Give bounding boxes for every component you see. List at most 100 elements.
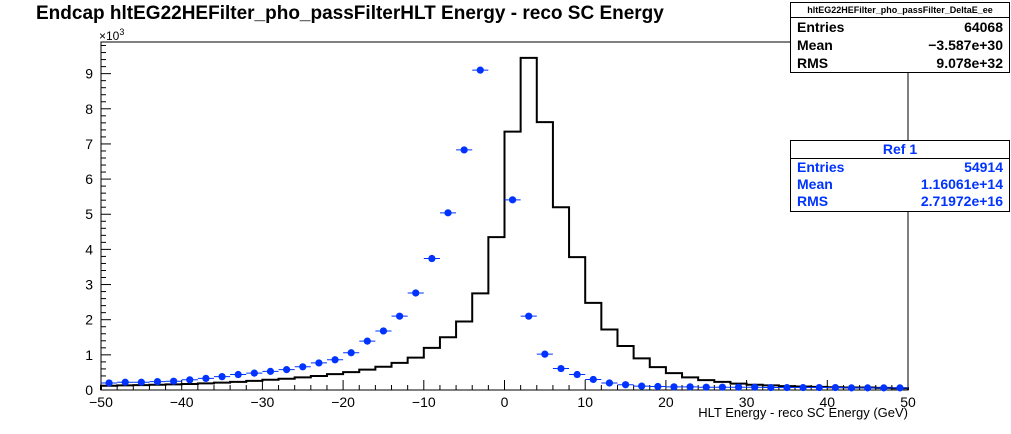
ref-point-marker (266, 367, 275, 375)
ref-point-marker (379, 327, 388, 335)
ref-point-marker (670, 383, 678, 391)
ref-point (165, 377, 182, 385)
stats-box-main-name: hltEG22HEFilter_pho_passFilter_DeltaE_ee (791, 3, 1009, 18)
stats-main-mean-label: Mean (797, 37, 833, 53)
ref-point-marker (153, 377, 162, 386)
ref-point (585, 375, 602, 384)
ref-point (682, 383, 699, 391)
ref-point (310, 359, 327, 367)
ref-point (811, 383, 828, 392)
ref-point (375, 327, 392, 335)
ref-point (262, 367, 279, 375)
blue-marker-histogram (101, 66, 908, 392)
ref-point-marker (654, 382, 662, 391)
ref-point (843, 384, 860, 392)
ref-point (827, 383, 844, 392)
y-tick-label: 3 (85, 277, 93, 293)
ref-point-marker (299, 363, 307, 371)
ref-point-marker (250, 369, 258, 377)
stats-box-ref-name: Ref 1 (791, 141, 1009, 159)
stats-main-mean-row: Mean −3.587e+30 (791, 36, 1009, 54)
stats-main-entries-row: Entries 64068 (791, 18, 1009, 36)
y-tick-label: 7 (85, 136, 93, 152)
ref-point (569, 370, 586, 379)
x-tick-label: −40 (170, 394, 194, 410)
ref-point (665, 383, 683, 391)
ref-point-marker (476, 66, 484, 74)
ref-point-marker (170, 377, 178, 385)
ref-point (552, 364, 570, 373)
ref-point-marker (218, 373, 226, 381)
stats-ref-mean-value: 1.16061e+14 (920, 176, 1003, 192)
ref-point (875, 384, 892, 392)
stats-main-mean-value: −3.587e+30 (928, 37, 1003, 53)
ref-point (391, 312, 408, 320)
stats-ref-entries-row: Entries 54914 (791, 159, 1009, 176)
stats-ref-rms-row: RMS 2.71972e+16 (791, 193, 1009, 210)
ref-point (213, 373, 231, 381)
stats-ref-entries-value: 54914 (964, 159, 1003, 175)
ref-point-marker (525, 312, 533, 320)
ref-point (536, 350, 553, 358)
x-tick-label: 20 (658, 394, 674, 410)
ref-point-marker (412, 289, 420, 297)
ref-point (746, 383, 763, 391)
ref-point (246, 369, 263, 377)
ref-point (795, 383, 812, 392)
ref-point-marker (428, 254, 436, 263)
ref-point-marker (783, 383, 791, 392)
stats-main-entries-value: 64068 (964, 19, 1003, 35)
ref-point (439, 209, 457, 217)
x-tick-label: −50 (89, 394, 113, 410)
ref-point (520, 312, 537, 320)
ref-point (617, 381, 634, 389)
stats-ref-entries-label: Entries (797, 159, 845, 175)
stats-ref-rms-value: 2.71972e+16 (920, 193, 1003, 209)
ref-point (278, 366, 295, 374)
ref-point-marker (589, 375, 597, 384)
y-tick-label: 5 (85, 206, 93, 222)
ref-point (456, 146, 473, 154)
ref-point-marker (121, 378, 129, 386)
ref-point (294, 363, 311, 371)
chart-title: Endcap hltEG22HEFilter_pho_passFilterHLT… (36, 3, 664, 24)
ref-point-marker (702, 383, 710, 391)
ref-point (778, 383, 796, 392)
y-tick-label: 4 (85, 241, 93, 257)
ref-point-marker (363, 337, 371, 345)
ref-point-marker (186, 376, 194, 384)
y-tick-label: 9 (85, 66, 93, 82)
ref-point (504, 196, 521, 204)
ref-point-marker (508, 196, 517, 204)
x-tick-label: 40 (820, 394, 836, 410)
stats-main-entries-label: Entries (797, 19, 845, 35)
ref-point-marker (686, 383, 694, 391)
ref-point (730, 383, 747, 391)
ref-point-marker (799, 383, 807, 392)
ref-point-marker (734, 383, 743, 391)
ref-point (714, 383, 731, 391)
ref-point (649, 382, 666, 391)
y-tick-label: 2 (85, 312, 93, 328)
ref-point-marker (315, 359, 323, 367)
ref-point (423, 254, 440, 263)
stats-main-rms-value: 9.078e+32 (936, 55, 1003, 71)
ref-point-marker (444, 209, 452, 217)
ref-point (197, 374, 214, 382)
ref-point-marker (395, 312, 404, 320)
y-tick-label: 1 (85, 347, 93, 363)
x-tick-label: −10 (412, 394, 436, 410)
ref-point-marker (202, 374, 210, 382)
ref-point (633, 382, 650, 390)
ref-point-marker (831, 383, 839, 392)
ref-point (762, 383, 779, 392)
ref-point-marker (718, 383, 726, 391)
ref-point-marker (638, 382, 646, 390)
stats-main-rms-label: RMS (797, 55, 829, 71)
stats-ref-rms-label: RMS (797, 193, 829, 209)
ref-point-marker (234, 370, 242, 379)
ref-point-marker (621, 381, 630, 389)
ref-point-marker (557, 364, 565, 373)
x-tick-label: 10 (577, 394, 593, 410)
